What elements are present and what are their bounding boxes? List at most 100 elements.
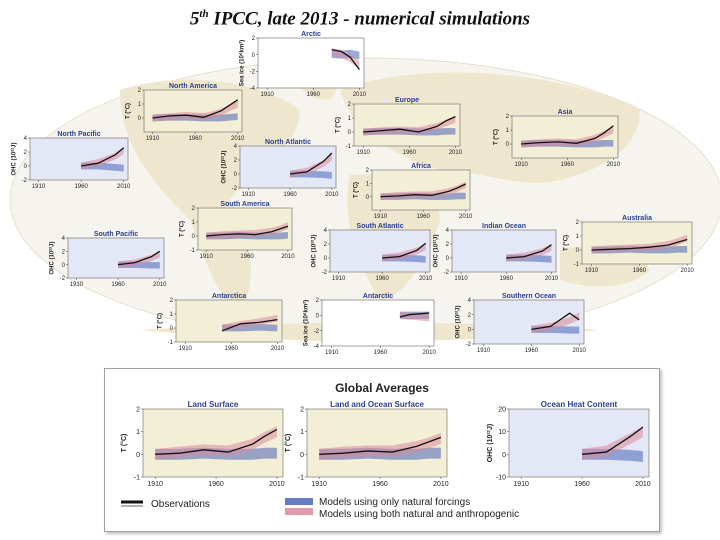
ocean-heat-content-anthropogenic-band <box>582 426 643 460</box>
panel-south-atlantic: South Atlantic 4 2 0 -2 1910 1960 2010 OHC (10²²… <box>311 223 433 282</box>
south-pacific-xtick-label: 2010 <box>153 282 167 288</box>
australia-ytick-label: 1 <box>576 234 580 240</box>
europe-ytick-label: 0 <box>348 130 352 136</box>
arctic-ytick-label: 0 <box>252 53 256 59</box>
south-pacific-ylabel: OHC (10²²J) <box>49 241 56 274</box>
asia-observations-line <box>521 125 614 145</box>
south-america-observations-line <box>206 225 289 237</box>
ocean-heat-content-xtick-label: 2010 <box>635 481 651 488</box>
north-america-observations-line <box>152 99 239 119</box>
africa-title: Africa <box>411 163 431 170</box>
south-atlantic-ytick-label: 4 <box>324 228 328 234</box>
south-atlantic-xtick-label: 1910 <box>332 276 346 282</box>
southern-ocean-ytick-label: 2 <box>468 313 472 319</box>
africa-ytick-label: 1 <box>366 181 370 187</box>
land-and-ocean-surface-title: Land and Ocean Surface <box>330 400 424 409</box>
land-and-ocean-surface-observations-line <box>319 436 442 455</box>
europe-ytick-label: 2 <box>348 102 352 108</box>
panel-antarctica: Antarctica 2 1 0 -1 1910 1960 2010 T (°C) <box>158 293 285 352</box>
north-pacific-xtick-label: 1960 <box>74 184 88 190</box>
africa-xtick-label: 1910 <box>374 214 388 220</box>
land-surface-xtick-label: 2010 <box>269 481 285 488</box>
north-america-ytick-label: 2 <box>138 88 142 94</box>
south-atlantic-xtick-label: 1960 <box>375 276 389 282</box>
panel-north-pacific: North Pacific 4 2 0 -2 1910 1960 2010 OHC (10²²J… <box>11 131 131 190</box>
arctic-xtick-label: 1910 <box>261 92 275 98</box>
south-america-ylabel: T (°C) <box>180 221 186 237</box>
legend-natural-label: Models using only natural forcings <box>319 497 471 508</box>
north-pacific-ytick-label: 0 <box>24 164 28 170</box>
indian-ocean-title: Indian Ocean <box>482 223 526 230</box>
asia-ylabel: T (°C) <box>494 129 500 145</box>
asia-xtick-label: 1910 <box>515 162 529 168</box>
panel-arctic: Arctic 2 0 -2 -4 1910 1960 2010 Sea ice (10⁶km²) <box>239 31 367 98</box>
asia-ytick-label: 1 <box>506 128 510 134</box>
north-pacific-xtick-label: 1910 <box>32 184 46 190</box>
north-pacific-ytick-label: 4 <box>24 136 28 142</box>
southern-ocean-observations-line <box>531 312 580 330</box>
south-america-ytick-label: 1 <box>192 220 196 226</box>
antarctica-ytick-label: -1 <box>168 340 174 346</box>
antarctica-xtick-label: 1960 <box>225 346 239 352</box>
africa-ylabel: T (°C) <box>354 182 360 198</box>
land-and-ocean-surface-ytick-label: 2 <box>300 406 304 413</box>
antarctic-xtick-label: 1960 <box>374 350 388 356</box>
land-surface-ytick-label: -1 <box>134 474 140 481</box>
panel-north-atlantic: North Atlantic 4 2 0 -2 1910 1960 2010 OHC (10²²… <box>221 139 340 198</box>
land-and-ocean-surface-ytick-label: 1 <box>300 429 304 436</box>
antarctica-observations-line <box>221 318 278 332</box>
north-atlantic-ylabel: OHC (10²²J) <box>221 150 228 183</box>
land-and-ocean-surface-ytick-label: 0 <box>300 452 304 459</box>
australia-ylabel: T (°C) <box>564 235 570 251</box>
south-atlantic-ytick-label: -2 <box>322 270 328 276</box>
panel-south-pacific: South Pacific 4 2 0 -2 1910 1960 2010 OHC (10²²J… <box>49 231 168 288</box>
panel-asia: Asia 2 1 0 1910 1960 2010 T (°C) <box>494 109 621 168</box>
panel-southern-ocean: Southern Ocean 4 2 0 -2 1910 1960 2010 OHC (10²²… <box>455 293 587 354</box>
arctic-ytick-label: 2 <box>252 36 256 42</box>
antarctica-ylabel: T (°C) <box>158 313 164 329</box>
antarctica-ytick-label: 2 <box>170 298 174 304</box>
land-surface-ytick-label: 0 <box>136 452 140 459</box>
arctic-xtick-label: 2010 <box>353 92 367 98</box>
land-and-ocean-surface-ytick-label: -1 <box>298 474 304 481</box>
north-pacific-title: North Pacific <box>57 131 100 138</box>
title-sup: th <box>199 8 209 20</box>
continent-americas <box>120 79 300 320</box>
panel-europe: Europe 2 1 0 -1 1910 1960 2010 T (°C) <box>336 97 463 156</box>
africa-ytick-label: 2 <box>366 168 370 174</box>
land-surface-ylabel: T (°C) <box>120 434 128 453</box>
europe-ytick-label: -1 <box>346 144 352 150</box>
north-america-xtick-label: 2010 <box>231 136 245 142</box>
antarctic-title: Antarctic <box>363 293 393 300</box>
north-america-ytick-label: 0 <box>138 116 142 122</box>
south-america-xtick-label: 1910 <box>199 254 213 260</box>
australia-ytick-label: 2 <box>576 220 580 226</box>
indian-ocean-ytick-label: 0 <box>446 256 450 262</box>
africa-xtick-label: 1960 <box>416 214 430 220</box>
south-america-xtick-label: 1960 <box>240 254 254 260</box>
slide-title: 5th IPCC, late 2013 - numerical simulati… <box>0 8 720 30</box>
indian-ocean-ytick-label: 4 <box>446 228 450 234</box>
south-atlantic-ylabel: OHC (10²²J) <box>311 234 318 267</box>
antarctica-ytick-label: 0 <box>170 326 174 332</box>
indian-ocean-ytick-label: 2 <box>446 242 450 248</box>
south-atlantic-title: South Atlantic <box>356 223 403 230</box>
legend-swatches <box>121 498 313 515</box>
indian-ocean-xtick-label: 1910 <box>454 276 468 282</box>
indian-ocean-ylabel: OHC (10²²J) <box>433 234 440 267</box>
panel-africa: Africa 2 1 0 1910 1960 2010 T (°C) <box>354 163 473 220</box>
north-atlantic-xtick-label: 1910 <box>242 192 256 198</box>
panel-indian-ocean: Indian Ocean 4 2 0 -2 1910 1960 2010 OHC (10²²J) <box>433 223 559 282</box>
antarctic-ytick-label: 2 <box>316 298 320 304</box>
indian-ocean-ytick-label: -2 <box>444 270 450 276</box>
north-america-xtick-label: 1960 <box>188 136 202 142</box>
north-atlantic-ytick-label: -2 <box>232 186 238 192</box>
land-and-ocean-surface-xtick-label: 2010 <box>433 481 449 488</box>
north-america-ylabel: T (°C) <box>126 103 132 119</box>
indian-ocean-xtick-label: 2010 <box>545 276 559 282</box>
south-pacific-xtick-label: 1910 <box>70 282 84 288</box>
land-surface-ytick-label: 2 <box>136 406 140 413</box>
